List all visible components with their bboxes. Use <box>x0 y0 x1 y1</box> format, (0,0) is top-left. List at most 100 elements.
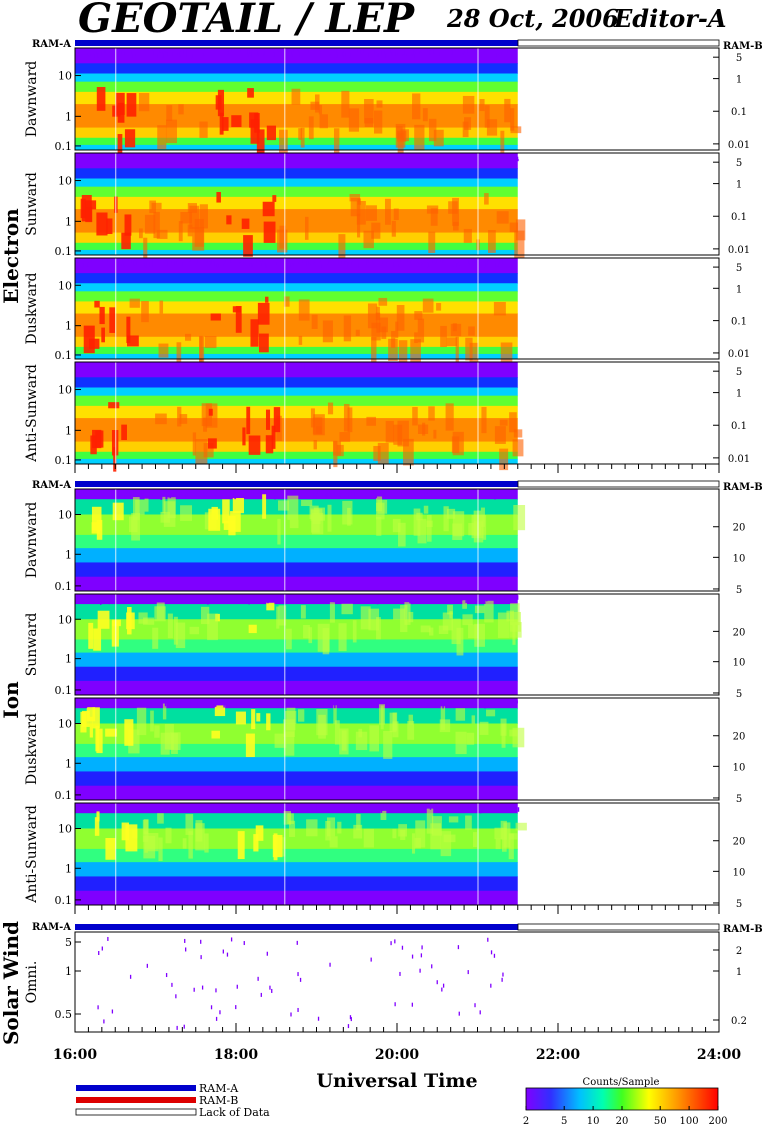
y2-tick-label: 10 <box>733 553 746 564</box>
heatmap-cell <box>117 134 123 158</box>
heatmap-speckle <box>266 158 268 163</box>
heatmap-speckle <box>289 50 292 56</box>
heatmap-speckle <box>243 941 245 946</box>
heatmap-speckle <box>399 971 401 976</box>
heatmap-speckle <box>306 49 309 54</box>
heatmap-speckle <box>119 595 122 599</box>
heatmap-cell <box>247 88 254 98</box>
heatmap-speckle <box>352 492 355 497</box>
heatmap-band <box>75 451 518 460</box>
y-tick-label: 0.1 <box>55 245 73 258</box>
heatmap-cell <box>471 715 475 724</box>
heatmap-speckle <box>387 807 390 812</box>
heatmap-speckle <box>257 158 260 164</box>
heatmap-speckle <box>257 976 259 981</box>
heatmap-speckle <box>339 364 342 369</box>
heatmap-speckle <box>124 52 126 55</box>
heatmap-speckle <box>480 158 482 163</box>
heatmap-cell <box>127 335 139 347</box>
heatmap-speckle <box>468 259 471 264</box>
heatmap-speckle <box>476 365 479 369</box>
heatmap-speckle <box>400 597 402 602</box>
heatmap-cell <box>355 731 368 751</box>
heatmap-speckle <box>436 980 438 985</box>
heatmap-band <box>75 196 518 210</box>
heatmap-cell <box>231 115 242 128</box>
heatmap-speckle <box>479 262 482 266</box>
heatmap-speckle <box>474 1003 476 1008</box>
heatmap-speckle <box>415 260 418 264</box>
heatmap-cell <box>150 710 154 732</box>
heatmap-speckle <box>118 366 120 369</box>
heatmap-speckle <box>461 53 464 56</box>
heatmap-cell <box>126 316 131 344</box>
heatmap-speckle <box>187 367 190 372</box>
heatmap-speckle <box>260 491 262 496</box>
heatmap-speckle <box>183 599 186 603</box>
heatmap-speckle <box>277 702 279 708</box>
heatmap-speckle <box>509 48 511 52</box>
heatmap-speckle <box>152 595 155 599</box>
heatmap-cell <box>308 627 313 644</box>
heatmap-band <box>75 127 518 139</box>
heatmap-speckle <box>106 704 109 707</box>
heatmap-speckle <box>362 807 365 811</box>
heatmap-speckle <box>219 1010 221 1015</box>
heatmap-cell <box>90 435 97 455</box>
heatmap-speckle <box>429 702 431 707</box>
heatmap-speckle <box>243 807 246 812</box>
heatmap-speckle <box>175 803 178 808</box>
heatmap-cell <box>308 116 314 140</box>
heatmap-speckle <box>176 595 178 599</box>
heatmap-speckle <box>313 599 316 603</box>
heatmap-speckle <box>267 598 269 604</box>
heatmap-speckle <box>329 154 332 159</box>
heatmap-speckle <box>183 807 186 812</box>
time-tick-label: 18:00 <box>214 1047 258 1063</box>
heatmap-speckle <box>453 595 455 599</box>
heatmap-speckle <box>321 263 324 269</box>
panel-label: Sunward <box>24 172 40 236</box>
heatmap-cell <box>177 406 182 427</box>
heatmap-cell <box>121 822 129 841</box>
heatmap-speckle <box>179 51 182 56</box>
heatmap-cell <box>125 824 138 852</box>
heatmap-cell <box>371 222 381 239</box>
heatmap-speckle <box>407 259 409 263</box>
panel-frame <box>74 697 720 801</box>
heatmap-cell <box>276 606 280 629</box>
heatmap-speckle <box>273 156 276 160</box>
data-gap-line <box>477 48 479 150</box>
panel-label: Sunward <box>24 613 40 677</box>
heatmap-speckle <box>184 594 186 600</box>
heatmap-band <box>75 771 518 787</box>
heatmap-cell <box>398 522 406 547</box>
heatmap-cell <box>151 202 162 210</box>
heatmap-speckle <box>502 157 504 161</box>
heatmap-speckle <box>342 598 344 601</box>
heatmap-speckle <box>252 263 255 268</box>
y2-tick-label: 0.2 <box>731 1016 747 1027</box>
heatmap-speckle <box>214 809 216 813</box>
heatmap-speckle <box>197 806 200 810</box>
heatmap-speckle <box>149 366 151 369</box>
y-tick-label: 0.1 <box>55 789 73 802</box>
heatmap-cell <box>513 504 526 531</box>
heatmap-speckle <box>368 804 371 808</box>
heatmap-speckle <box>290 1012 292 1017</box>
ram-a-label-electron: RAM-A <box>32 39 71 50</box>
heatmap-cell <box>333 705 337 725</box>
heatmap-speckle <box>182 262 184 267</box>
heatmap-speckle <box>213 804 216 810</box>
heatmap-speckle <box>411 954 414 959</box>
heatmap-cell <box>207 438 217 449</box>
heatmap-speckle <box>385 53 388 59</box>
heatmap-speckle <box>165 367 168 371</box>
heatmap-speckle <box>471 701 473 705</box>
heatmap-speckle <box>171 982 173 987</box>
heatmap-cell <box>211 730 220 739</box>
heatmap-speckle <box>377 594 379 597</box>
data-gap-line <box>115 698 117 800</box>
heatmap-speckle <box>304 156 307 160</box>
